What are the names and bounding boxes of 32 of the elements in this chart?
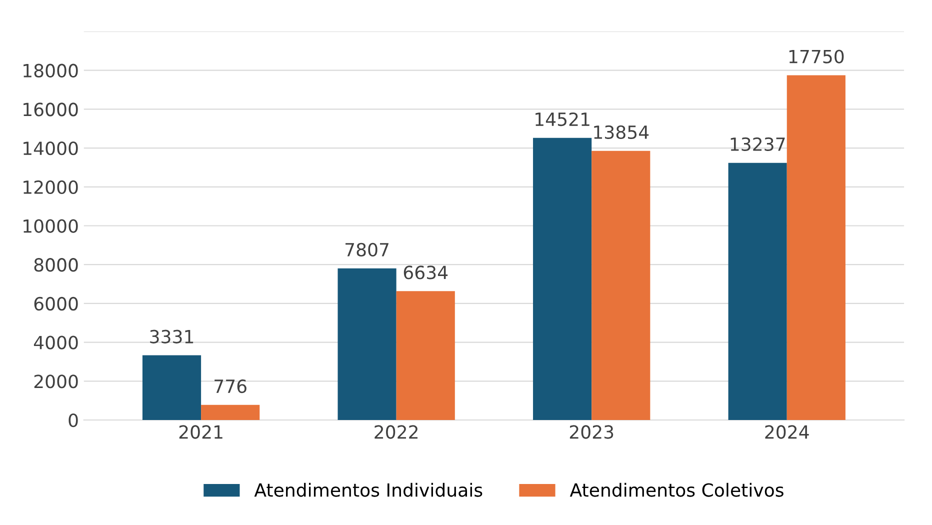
y-tick-label: 10000 (24, 219, 78, 233)
x-tick-label: 2024 (765, 425, 809, 439)
y-tick-label: 0 (68, 413, 78, 428)
y-tick-label: 6000 (34, 296, 78, 311)
x-tick-label: 2022 (374, 425, 418, 439)
data-label: 3331 (150, 330, 194, 344)
data-label: 13854 (594, 125, 649, 140)
data-label: 14521 (536, 112, 590, 126)
y-tick-label: 14000 (24, 142, 78, 156)
y-tick-label: 12000 (24, 180, 78, 194)
data-label: 776 (214, 379, 246, 394)
y-tick-label: 8000 (34, 258, 78, 272)
bar (396, 291, 455, 420)
y-tick-label: 2000 (34, 374, 78, 388)
y-tick-label: 16000 (24, 102, 78, 116)
x-tick-label: 2023 (570, 425, 614, 439)
bar (786, 75, 846, 420)
legend-label: Atendimentos Individuais (254, 482, 482, 497)
data-label: 17750 (789, 50, 844, 64)
x-tick-label: 2021 (179, 425, 222, 439)
data-label: 6634 (404, 266, 448, 280)
bar (533, 138, 592, 420)
bar (201, 404, 260, 420)
y-tick-label: 4000 (34, 336, 78, 350)
data-label: 13237 (730, 137, 785, 152)
bar (338, 268, 396, 420)
data-label: 7807 (346, 242, 388, 257)
bar (728, 162, 787, 420)
bar (592, 150, 650, 420)
y-tick-label: 18000 (24, 64, 78, 78)
legend-label: Atendimentos Coletivos (570, 482, 784, 497)
bar (142, 355, 202, 420)
